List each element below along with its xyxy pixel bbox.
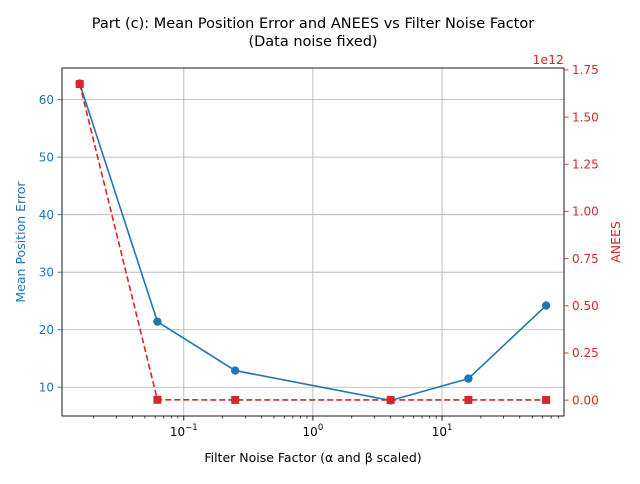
right-tick-label: 1.75 — [572, 63, 599, 77]
x-tick-label: 100 — [303, 423, 324, 439]
right-tick-label: 1.25 — [572, 157, 599, 171]
series-1-point — [230, 366, 240, 375]
series-1-line — [78, 83, 547, 402]
x-tick-label: 101 — [432, 423, 453, 439]
chart-title: Part (c): Mean Position Error and ANEES … — [92, 16, 534, 32]
right-axis: 0.00 0.25 0.50 0.75 1.00 1.25 1.50 1.75 — [564, 63, 599, 407]
series-1-point — [464, 374, 473, 383]
left-tick-label: 40 — [39, 208, 54, 222]
right-tick-label: 0.75 — [572, 252, 599, 266]
right-tick-label: 0.00 — [572, 393, 599, 407]
x-axis-label: Filter Noise Factor (α and β scaled) — [204, 450, 421, 465]
x-tick-label: 10−1 — [170, 423, 198, 439]
x-axis: 10−1 100 101 — [93, 416, 560, 439]
series-2-point — [153, 395, 162, 404]
series-2-point — [75, 80, 84, 89]
left-axis: 10 20 30 40 50 60 — [39, 93, 62, 394]
chart-subtitle: (Data noise fixed) — [248, 34, 377, 50]
right-axis-label: ANEES — [608, 221, 623, 263]
left-tick-label: 30 — [39, 265, 54, 279]
right-tick-label: 0.25 — [572, 346, 599, 360]
series-1-point — [541, 301, 551, 310]
series-layer — [75, 79, 551, 405]
right-tick-label: 0.50 — [572, 299, 599, 313]
right-axis-offset-text: 1e12 — [532, 52, 564, 67]
left-tick-label: 10 — [39, 380, 54, 394]
right-tick-label: 1.00 — [572, 205, 599, 219]
series-2-line — [78, 83, 547, 401]
series-1-point — [153, 317, 162, 326]
right-tick-label: 1.50 — [572, 110, 599, 124]
left-tick-label: 50 — [39, 150, 54, 164]
series-2-point — [386, 395, 395, 404]
left-axis-label: Mean Position Error — [13, 181, 28, 303]
series-2-point — [542, 395, 551, 404]
series-2-point — [231, 395, 240, 404]
series-2-point — [464, 395, 473, 404]
left-tick-label: 60 — [39, 93, 54, 107]
grid-layer — [62, 68, 564, 416]
left-tick-label: 20 — [39, 323, 54, 337]
